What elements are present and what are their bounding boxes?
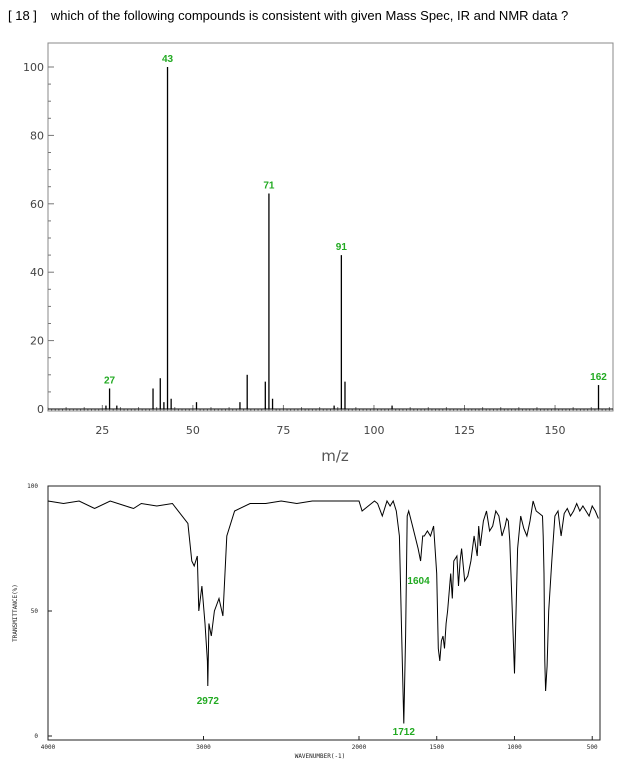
ms-x-tick-label: 75 [276,424,290,437]
ms-x-tick-label: 50 [186,424,200,437]
ms-peak-label: 162 [590,372,607,383]
ms-peak-label: 27 [104,375,116,386]
ms-x-tick-label: 100 [363,424,384,437]
ir-x-tick-label: 4000 [41,744,56,751]
ir-peak-label: 1604 [407,576,430,587]
ir-spectrum-line [47,499,599,724]
ms-y-tick-label: 40 [30,266,44,279]
ir-x-tick-label: 2000 [352,744,367,751]
ir-x-tick-label: 500 [587,744,598,751]
ir-peak-label: 2972 [197,696,220,707]
question-number: [ 18 ] [8,8,37,23]
ir-y-tick-label: 50 [31,608,39,615]
ms-y-tick-label: 80 [30,129,44,142]
ms-x-tick-label: 25 [95,424,109,437]
ms-plot-frame [47,42,614,412]
ir-y-axis-label: TRANSMITTANCE(%) [12,584,19,642]
ir-peak-label: 1712 [393,727,416,738]
ir-plot: 4000 3000 2000 1500 1000 500 0 50 100 2972 1604 171… [27,483,599,751]
ms-peak-label: 71 [263,181,275,192]
ms-y-tick-label: 20 [30,335,44,348]
question-text: [ 18 ] which of the following compounds i… [8,8,568,23]
ir-x-tick-label: 3000 [196,744,211,751]
ir-y-tick-label: 100 [27,483,38,490]
ms-x-axis-label: m/z [321,447,349,465]
ms-peak-label: 43 [162,54,174,65]
question-body: which of the following compounds is cons… [50,8,569,23]
ir-x-tick-label: 1000 [507,744,522,751]
ms-plot: 25 50 75 100 125 150 0 20 40 60 80 100 27 43 71 91 162 [23,54,614,437]
ir-y-tick-label: 0 [34,733,38,740]
ms-y-tick-label: 60 [30,198,44,211]
ms-y-tick-label: 100 [23,61,44,74]
ms-y-tick-label: 0 [37,403,44,416]
ms-x-tick-label: 125 [454,424,475,437]
ir-x-axis-label: WAVENUMBER(-1) [295,753,346,760]
ms-x-tick-label: 150 [545,424,566,437]
ir-plot-frame [47,485,601,741]
ir-x-tick-label: 1500 [430,744,445,751]
ms-peak-label: 91 [336,242,348,253]
